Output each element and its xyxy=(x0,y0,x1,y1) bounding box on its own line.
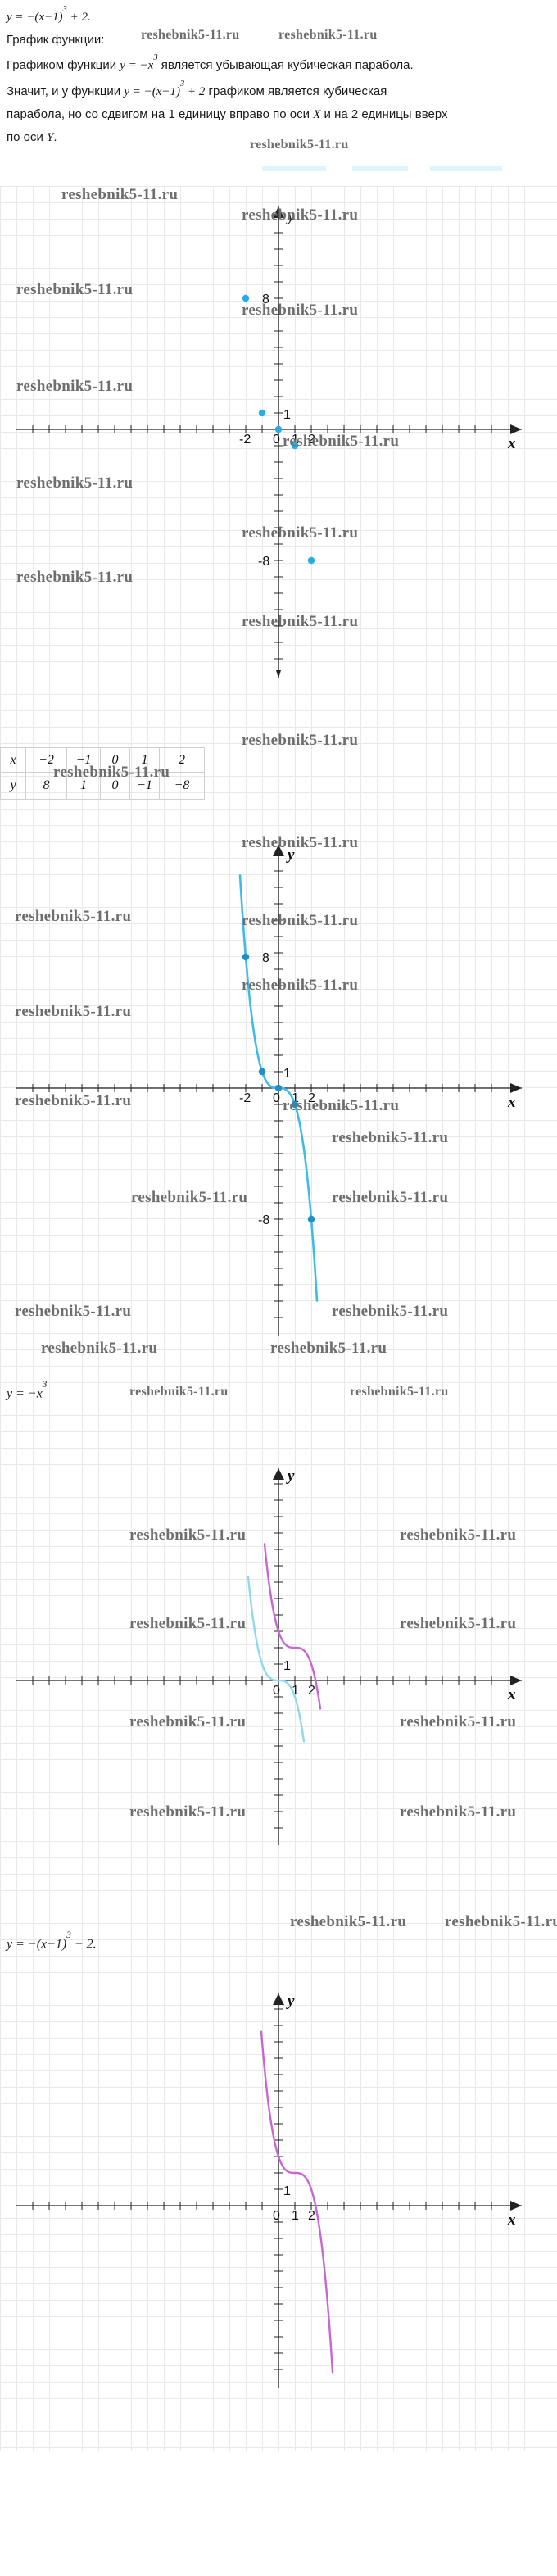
svg-text:x: x xyxy=(507,435,516,452)
svg-text:8: 8 xyxy=(262,951,269,965)
svg-text:x: x xyxy=(507,2211,516,2229)
svg-text:2: 2 xyxy=(308,1684,315,1698)
svg-text:1: 1 xyxy=(283,408,291,422)
svg-text:-2: -2 xyxy=(239,433,251,447)
svg-text:y: y xyxy=(286,1993,295,2010)
svg-text:x: x xyxy=(507,1686,516,1703)
svg-text:y: y xyxy=(286,1468,295,1485)
svg-text:0: 0 xyxy=(273,1684,280,1698)
svg-text:0: 0 xyxy=(273,1091,280,1105)
svg-text:1: 1 xyxy=(283,1659,291,1673)
svg-text:-8: -8 xyxy=(258,1213,269,1227)
svg-text:0: 0 xyxy=(273,2209,280,2223)
svg-text:1: 1 xyxy=(283,1067,291,1081)
svg-text:x: x xyxy=(507,1094,516,1111)
svg-text:2: 2 xyxy=(308,2209,315,2223)
svg-text:1: 1 xyxy=(292,2209,299,2223)
svg-text:1: 1 xyxy=(283,2184,291,2198)
svg-text:-8: -8 xyxy=(258,555,269,569)
svg-text:-2: -2 xyxy=(239,1091,251,1105)
svg-text:0: 0 xyxy=(273,433,280,447)
